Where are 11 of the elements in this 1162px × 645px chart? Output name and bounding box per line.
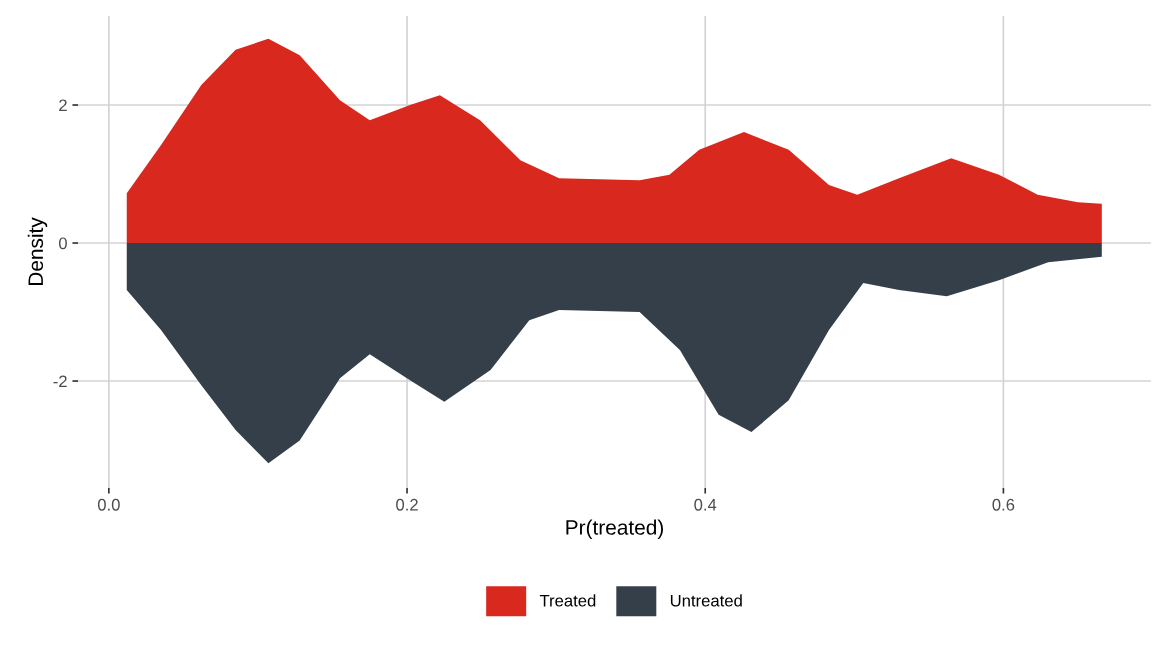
legend-label: Treated xyxy=(539,594,596,607)
x-axis-title: Pr(treated) xyxy=(566,519,663,539)
x-tick-label: 0.2 xyxy=(396,498,418,511)
x-tick-label: 0.4 xyxy=(694,498,717,511)
y-tick-label: 0 xyxy=(58,237,67,250)
y-axis-title: Density xyxy=(27,217,48,286)
legend-label: Untreated xyxy=(670,594,742,607)
y-tick-label: -2 xyxy=(53,375,67,388)
y-tick-label: 2 xyxy=(59,99,67,112)
x-tick-label: 0.0 xyxy=(97,498,120,511)
x-tick-label: 0.6 xyxy=(992,498,1015,511)
